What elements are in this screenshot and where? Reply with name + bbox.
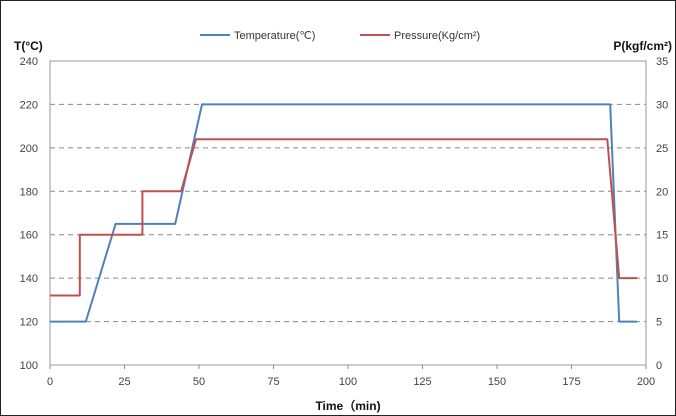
y-left-tick-120: 120 bbox=[20, 317, 38, 329]
x-axis-title: Time（min) bbox=[315, 398, 380, 413]
x-tick-100: 100 bbox=[339, 376, 357, 388]
y-left-tick-100: 100 bbox=[20, 360, 38, 372]
y-left-tick-200: 200 bbox=[20, 143, 38, 155]
y-right-tick-25: 25 bbox=[656, 143, 668, 155]
x-tick-0: 0 bbox=[47, 376, 53, 388]
y-left-tick-180: 180 bbox=[20, 186, 38, 198]
y-right-tick-0: 0 bbox=[656, 360, 662, 372]
y-left-tick-160: 160 bbox=[20, 230, 38, 242]
x-tick-125: 125 bbox=[413, 376, 431, 388]
series-layer bbox=[50, 103, 638, 323]
y-left-tick-220: 220 bbox=[20, 99, 38, 111]
y-axis-left-title: T(°C) bbox=[14, 39, 43, 53]
y-left-tick-140: 140 bbox=[20, 273, 38, 285]
y-right-tick-30: 30 bbox=[656, 99, 668, 111]
plot-area bbox=[49, 60, 647, 366]
series-line-pressure bbox=[50, 138, 638, 297]
x-tick-75: 75 bbox=[267, 376, 279, 388]
grid-layer bbox=[50, 103, 646, 323]
y-right-tick-5: 5 bbox=[656, 317, 662, 329]
y-right-tick-35: 35 bbox=[656, 56, 668, 68]
y-right-tick-10: 10 bbox=[656, 273, 668, 285]
x-tick-200: 200 bbox=[637, 376, 655, 388]
x-tick-25: 25 bbox=[118, 376, 130, 388]
y-right-tick-15: 15 bbox=[656, 230, 668, 242]
legend-label-pressure: Pressure(Kg/cm²) bbox=[394, 30, 480, 42]
legend-label-temperature: Temperature(℃) bbox=[234, 30, 315, 42]
y-left-tick-240: 240 bbox=[20, 56, 38, 68]
series-line-temperature bbox=[50, 103, 638, 323]
y-axis-right-title: P(kgf/cm²) bbox=[613, 39, 672, 53]
x-tick-150: 150 bbox=[488, 376, 506, 388]
y-right-tick-20: 20 bbox=[656, 186, 668, 198]
legend: Temperature(℃) Pressure(Kg/cm²) bbox=[200, 30, 480, 42]
x-tick-175: 175 bbox=[562, 376, 580, 388]
x-tick-50: 50 bbox=[193, 376, 205, 388]
